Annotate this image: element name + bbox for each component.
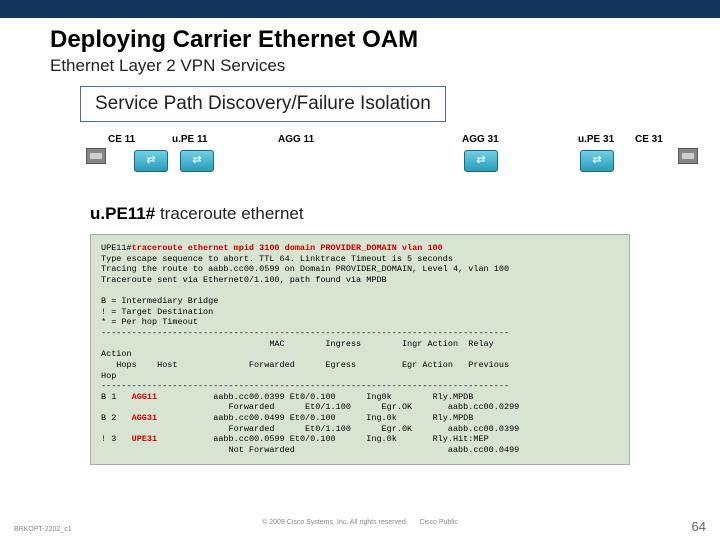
- section-box-title: Service Path Discovery/Failure Isolation: [80, 86, 446, 122]
- footer-right: Cisco Public: [419, 519, 458, 526]
- cli-prompt: u.PE11#: [90, 204, 155, 223]
- term-row-prefix: B 1: [101, 392, 132, 402]
- term-line: Traceroute sent via Ethernet0/1.100, pat…: [101, 275, 387, 285]
- footer: BRKOPT-2202_c1 © 2009 Cisco Systems, Inc…: [0, 519, 720, 534]
- node-label: AGG 31: [462, 134, 499, 145]
- footer-copyright: © 2009 Cisco Systems, Inc. All rights re…: [262, 519, 408, 526]
- node-label: CE 31: [635, 134, 663, 145]
- slide-body: Deploying Carrier Ethernet OAM Ethernet …: [0, 18, 720, 465]
- page-number: 64: [692, 519, 706, 534]
- terminal-output: UPE11#traceroute ethernet mpid 3100 doma…: [90, 234, 630, 465]
- node-label: u.PE 11: [172, 134, 208, 145]
- pc-right-icon: [678, 148, 698, 164]
- term-line: Tracing the route to aabb.cc00.0599 on D…: [101, 264, 509, 274]
- command-line: u.PE11# traceroute ethernet: [90, 204, 670, 224]
- term-row-rest: aabb.cc00.0499 Et0/0.100 Ing.0k Rly.MPDB…: [101, 413, 519, 434]
- slide-subtitle: Ethernet Layer 2 VPN Services: [50, 56, 670, 76]
- term-cmd-hl: traceroute ethernet mpid 3100 domain PRO…: [132, 243, 443, 253]
- router-icon: [580, 150, 614, 172]
- node-label: CE 11: [108, 134, 135, 145]
- topology-diagram: CE 11 u.PE 11 AGG 11 AGG 31 u.PE 31 CE 3…: [80, 134, 670, 190]
- node-label: u.PE 31: [578, 134, 614, 145]
- router-icon: [464, 150, 498, 172]
- term-prompt: UPE11#: [101, 243, 132, 253]
- term-row-host: AGG31: [132, 413, 158, 423]
- top-bar: [0, 0, 720, 18]
- term-row-rest: aabb.cc00.0399 Et0/0.100 Ing0k Rly.MPDB …: [101, 392, 519, 413]
- cli-command: traceroute ethernet: [155, 204, 303, 223]
- slide-title: Deploying Carrier Ethernet OAM: [50, 26, 670, 54]
- term-row-host: AGG11: [132, 392, 158, 402]
- pc-left-icon: [86, 148, 106, 164]
- term-legend: B = Intermediary Bridge ! = Target Desti…: [101, 296, 509, 391]
- router-icon: [134, 150, 168, 172]
- footer-center: © 2009 Cisco Systems, Inc. All rights re…: [262, 519, 458, 526]
- term-row-prefix: ! 3: [101, 434, 132, 444]
- term-row-prefix: B 2: [101, 413, 132, 423]
- node-label: AGG 11: [278, 134, 314, 145]
- term-line: Type escape sequence to abort. TTL 64. L…: [101, 254, 453, 264]
- router-icon: [180, 150, 214, 172]
- term-row-rest: aabb.cc00.0599 Et0/0.100 Ing.0k Rly.Hit:…: [101, 434, 519, 455]
- term-row-host: UPE31: [132, 434, 158, 444]
- footer-left: BRKOPT-2202_c1: [14, 526, 72, 533]
